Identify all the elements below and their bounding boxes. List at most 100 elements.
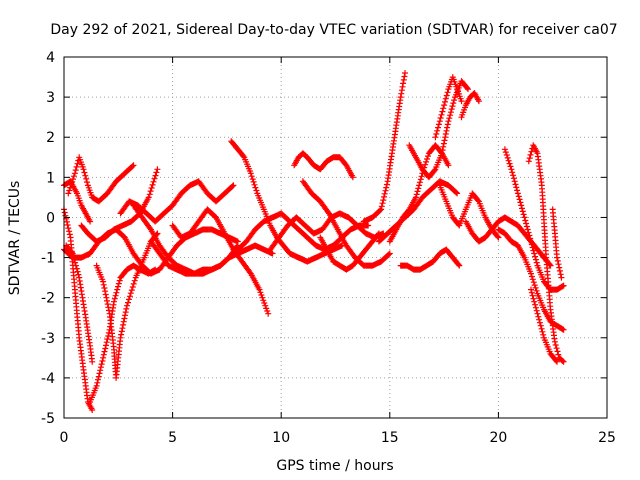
data-series-track (169, 206, 272, 317)
data-point (528, 238, 534, 245)
data-point (269, 250, 276, 257)
data-point (95, 376, 101, 383)
data-point (256, 286, 263, 293)
data-point (555, 261, 562, 268)
data-point (72, 262, 79, 269)
data-point (514, 190, 521, 197)
x-axis-label: GPS time / hours (276, 458, 393, 474)
data-point (533, 259, 540, 266)
data-point (514, 187, 521, 194)
data-point (524, 226, 531, 233)
data-point (418, 173, 425, 180)
data-point (425, 153, 431, 160)
data-point (552, 342, 559, 348)
data-point (437, 115, 444, 121)
x-tick-label: 20 (489, 430, 507, 446)
data-series-track (397, 246, 463, 273)
data-point (111, 298, 117, 305)
data-series-track (432, 74, 465, 141)
data-point (101, 285, 108, 291)
data-point (416, 179, 423, 186)
data-point (442, 95, 449, 102)
data-series-track (87, 262, 159, 405)
data-point (264, 308, 271, 314)
data-point (532, 304, 539, 311)
data-point (66, 187, 73, 194)
data-point (116, 277, 123, 284)
data-point (511, 178, 518, 185)
y-tick-label: 0 (46, 210, 55, 226)
grid-lines (64, 57, 607, 418)
data-point (555, 351, 562, 358)
data-point (102, 345, 109, 352)
data-point (81, 169, 88, 176)
data-point (380, 197, 387, 204)
data-point (153, 169, 160, 176)
data-point (475, 98, 482, 105)
data-point (69, 178, 76, 185)
data-point (240, 153, 247, 160)
data-point (123, 305, 130, 312)
y-axis-label: SDTVAR / TECUs (7, 181, 23, 296)
data-point (528, 286, 534, 293)
data-point (554, 358, 560, 365)
data-point (510, 172, 517, 179)
data-point (400, 80, 407, 87)
data-point (125, 296, 132, 303)
x-tick-label: 0 (60, 430, 69, 446)
data-point (103, 342, 109, 349)
data-point (464, 84, 471, 91)
data-point (402, 70, 408, 76)
data-point (533, 307, 540, 314)
data-series (61, 70, 567, 413)
data-point (525, 158, 532, 165)
data-point (538, 325, 545, 332)
data-point (70, 176, 76, 183)
data-point (540, 331, 547, 338)
data-point (443, 92, 450, 99)
data-point (83, 175, 90, 182)
data-point (118, 331, 125, 338)
data-point (253, 187, 260, 194)
data-point (382, 187, 389, 194)
data-point (515, 193, 522, 200)
y-tick-label: -5 (41, 411, 55, 427)
data-point (431, 167, 438, 174)
data-point (453, 189, 460, 196)
data-point (412, 194, 419, 201)
data-point (438, 111, 445, 118)
data-point (509, 169, 516, 176)
data-point (519, 205, 525, 212)
data-point (553, 357, 560, 364)
data-point (63, 218, 70, 225)
data-point (125, 299, 131, 306)
data-point (252, 184, 259, 191)
data-series-track (501, 146, 567, 293)
data-point (528, 148, 535, 155)
x-tick-label: 10 (272, 430, 290, 446)
data-point (378, 206, 385, 213)
data-point (385, 251, 392, 258)
data-point (75, 271, 82, 278)
data-point (105, 333, 112, 339)
data-point (230, 182, 237, 189)
data-point (104, 297, 110, 304)
data-point (113, 289, 120, 296)
data-point (148, 185, 155, 191)
data-point (100, 281, 107, 288)
data-point (423, 158, 430, 165)
data-point (532, 284, 539, 291)
data-point (536, 316, 543, 323)
data-point (447, 109, 454, 116)
data-point (554, 348, 561, 355)
data-point (147, 188, 154, 195)
data-point (257, 289, 264, 296)
y-tick-label: 4 (46, 50, 55, 66)
data-point (150, 178, 157, 185)
data-point (96, 370, 103, 377)
data-point (445, 162, 452, 169)
data-series-track (462, 214, 554, 269)
data-point (422, 161, 429, 168)
data-point (129, 284, 136, 290)
